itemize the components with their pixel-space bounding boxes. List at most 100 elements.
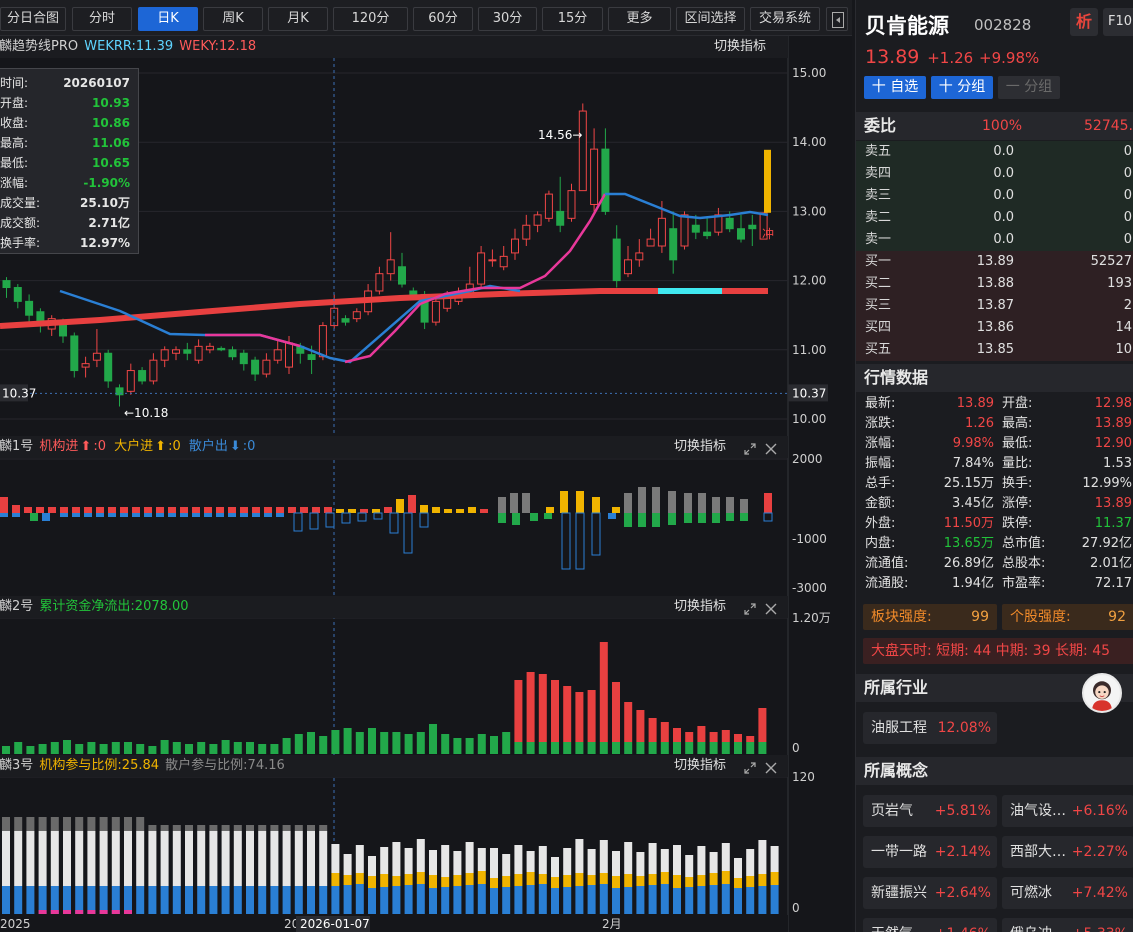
candle-body (601, 148, 610, 212)
pane3-bar-inst (563, 887, 572, 914)
pane3-bar-retail (221, 831, 230, 886)
pane3-bar-big (648, 874, 657, 885)
pane1-bar-up (204, 507, 212, 513)
low-annotation: ←10.18 (124, 406, 168, 420)
pane1-bar-down (726, 513, 734, 521)
bid-row[interactable]: 买五 13.85 10 (856, 339, 1133, 361)
pane1-bar-up (288, 507, 296, 513)
pane2-bar-red (563, 686, 572, 742)
pane3-bar-inst (575, 886, 584, 914)
pane2-bar-green (319, 736, 328, 754)
pane2-switch-indicator-button[interactable]: 切换指标 (674, 599, 727, 614)
ask-row[interactable]: 卖一 0.0 0 (856, 229, 1133, 251)
pane3-inst: 机构参与比例:25.84 (39, 758, 160, 773)
assistant-avatar-icon[interactable] (1082, 673, 1122, 713)
pane1-bar-down (216, 513, 224, 517)
level-volume: 10 (1115, 342, 1132, 357)
pane3-bar-retail (538, 846, 547, 874)
pane3-bar-inst (453, 886, 462, 914)
pane1-bar-up (276, 507, 284, 513)
industry-tag[interactable]: 油服工程 12.08% (863, 712, 997, 744)
concept-tag[interactable]: 页岩气 +5.81% (863, 795, 997, 827)
concept-tag[interactable]: 新疆振兴 +2.64% (863, 877, 997, 909)
period-button-10[interactable]: 区间选择 (676, 7, 745, 31)
concept-tag[interactable]: 可燃冰 +7.42% (1002, 877, 1133, 909)
candle-body (624, 259, 632, 275)
remove-group-button[interactable]: 一 分组 (998, 76, 1060, 99)
close-icon[interactable] (765, 441, 777, 455)
pane1-bar-up (156, 507, 164, 513)
period-button-6[interactable]: 60分 (413, 7, 473, 31)
candle-body (205, 345, 214, 351)
pane2-bar-red (758, 708, 767, 742)
expand-icon[interactable] (744, 760, 756, 774)
pane1-bar-up (336, 509, 344, 513)
tooltip-value: 11.06 (92, 136, 130, 150)
level-volume: 2 (1123, 298, 1132, 313)
pane2-bar-red (697, 726, 706, 742)
pane1-bar-down (12, 513, 20, 517)
bid-row[interactable]: 买二 13.88 193 (856, 273, 1133, 295)
add-group-button[interactable]: 十 分组 (931, 76, 993, 99)
pane3-bar-inst (429, 888, 437, 914)
period-button-2[interactable]: 日K (138, 7, 198, 31)
period-button-4[interactable]: 月K (268, 7, 328, 31)
f10-button[interactable]: F10 (1103, 8, 1133, 36)
trend-line-blue-2 (605, 192, 769, 220)
candle-body (511, 238, 519, 254)
pane1-bar-down (498, 513, 506, 523)
concept-tag[interactable]: 天然气 +1.46% (863, 918, 997, 932)
analyze-button[interactable]: 析 (1070, 8, 1098, 36)
price-tag-left: 10.37 (2, 386, 36, 400)
candle-body (522, 224, 531, 240)
period-button-8[interactable]: 15分 (542, 7, 603, 31)
md-key: 外盘: (865, 516, 896, 531)
pane1-bar-up (726, 497, 734, 513)
pane3-bar-retail (502, 854, 511, 876)
sidebar-toggle-icon[interactable] (826, 7, 848, 31)
period-button-5[interactable]: 120分 (333, 7, 408, 31)
pane3-bar-inst (758, 886, 767, 914)
period-button-11[interactable]: 交易系统 (750, 7, 820, 31)
concept-tag[interactable]: 油气设… +6.16% (1002, 795, 1133, 827)
period-button-3[interactable]: 周K (203, 7, 263, 31)
main-switch-indicator-button[interactable]: 切换指标 (714, 39, 767, 54)
pane3-bar-big (502, 876, 511, 887)
pane3-bar-retail (99, 831, 108, 886)
bid-row[interactable]: 买三 13.87 2 (856, 295, 1133, 317)
tooltip-value: 10.86 (92, 116, 130, 130)
period-button-0[interactable]: 分日合图 (0, 7, 66, 31)
tag-name: 油气设… (1010, 803, 1066, 819)
ask-row[interactable]: 卖五 0.0 0 (856, 141, 1133, 163)
tooltip-key: 最高: (0, 136, 29, 150)
pane3-bar-big (624, 874, 633, 887)
concept-tag[interactable]: 西部大… +2.27% (1002, 836, 1133, 868)
period-button-9[interactable]: 更多 (608, 7, 671, 31)
kline-chart[interactable]: 15.00 14.00 13.00 12.00 11.00 10.00 10.37 10.37… (0, 36, 852, 932)
period-button-7[interactable]: 30分 (478, 7, 537, 31)
expand-icon[interactable] (744, 441, 756, 455)
chart-area: 15.00 14.00 13.00 12.00 11.00 10.00 10.37 10.37… (0, 36, 852, 932)
pane3-bar-retail (709, 852, 718, 873)
bid-row[interactable]: 买四 13.86 14 (856, 317, 1133, 339)
pane3-bar-inst (721, 884, 730, 914)
pane3-bar-big (538, 874, 547, 884)
add-watchlist-button[interactable]: 十 自选 (864, 76, 926, 99)
tooltip-row: 开盘: 10.93 (0, 93, 136, 113)
stock-code: 002828 (974, 16, 1032, 34)
concept-tag[interactable]: 一带一路 +2.14% (863, 836, 997, 868)
bid-row[interactable]: 买一 13.89 52527 (856, 251, 1133, 273)
pane2-bar-red (575, 692, 584, 742)
pane3-switch-indicator-button[interactable]: 切换指标 (674, 758, 727, 773)
concept-tag[interactable]: 俄乌冲… +5.33% (1002, 918, 1133, 932)
ask-row[interactable]: 卖三 0.0 0 (856, 185, 1133, 207)
ask-row[interactable]: 卖二 0.0 0 (856, 207, 1133, 229)
close-icon[interactable] (765, 760, 777, 774)
pane1-switch-indicator-button[interactable]: 切换指标 (674, 439, 727, 454)
md-key: 流通值: (865, 556, 909, 571)
pane3-bar-inst (514, 886, 523, 914)
period-button-1[interactable]: 分时 (72, 7, 132, 31)
close-icon[interactable] (765, 601, 777, 615)
expand-icon[interactable] (744, 601, 756, 615)
ask-row[interactable]: 卖四 0.0 0 (856, 163, 1133, 185)
